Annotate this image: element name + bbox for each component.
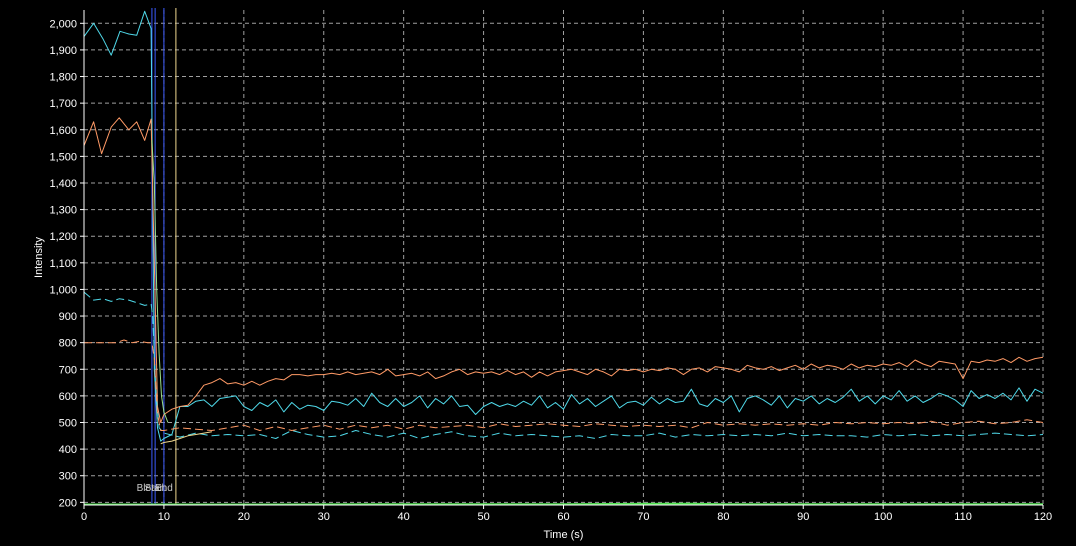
x-axis-label: Time (s) [544, 529, 584, 541]
y-tick-label: 2,000 [49, 18, 77, 30]
y-tick-label: 1,800 [49, 72, 77, 84]
y-tick-label: 500 [59, 418, 77, 430]
x-tick-label: 40 [398, 511, 410, 523]
event-marker-label: Start [145, 483, 166, 494]
x-tick-label: 70 [637, 511, 649, 523]
series-line [151, 140, 169, 423]
x-tick-label: 110 [954, 511, 972, 523]
series-line [83, 10, 1044, 442]
x-tick-label: 20 [238, 511, 250, 523]
x-tick-label: 100 [874, 511, 892, 523]
event-marker-label: Bleach [137, 483, 168, 494]
y-tick-label: 400 [59, 444, 77, 456]
y-tick-label: 200 [59, 497, 77, 509]
grid-lines [84, 10, 1044, 505]
series-line [83, 117, 1044, 423]
y-tick-label: 1,200 [49, 231, 77, 243]
y-tick-label: 600 [59, 391, 77, 403]
y-axis-label: Intensity [33, 237, 45, 278]
series-line [160, 431, 212, 445]
y-tick-label: 1,000 [49, 284, 77, 296]
x-axis-ticks: 0 10 20 30 40 50 60 70 80 90 100 110 120 [81, 505, 1052, 523]
y-tick-label: 300 [59, 471, 77, 483]
series-lines [83, 10, 1044, 506]
y-tick-label: 1,600 [49, 125, 77, 137]
event-marker-label: End [155, 483, 173, 494]
x-tick-label: 80 [717, 511, 729, 523]
x-tick-label: 120 [1034, 511, 1052, 523]
x-tick-label: 30 [318, 511, 330, 523]
y-tick-label: 1,400 [49, 178, 77, 190]
x-tick-label: 0 [81, 511, 87, 523]
y-tick-label: 800 [59, 338, 77, 350]
y-tick-label: 1,900 [49, 45, 77, 57]
y-tick-label: 900 [59, 311, 77, 323]
y-axis-ticks: 200 300 400 500 600 700 800 900 1,000 1,100 1,200 1… [49, 18, 84, 509]
y-tick-label: 700 [59, 364, 77, 376]
y-tick-label: 1,300 [49, 205, 77, 217]
y-tick-label: 1,700 [49, 98, 77, 110]
series-line [84, 339, 1044, 431]
x-tick-label: 90 [797, 511, 809, 523]
x-tick-label: 10 [158, 511, 170, 523]
x-tick-label: 50 [477, 511, 489, 523]
series-line [84, 502, 1043, 506]
x-tick-label: 60 [557, 511, 569, 523]
y-tick-label: 1,500 [49, 151, 77, 163]
y-tick-label: 1,100 [49, 258, 77, 270]
series-line [83, 291, 1044, 439]
